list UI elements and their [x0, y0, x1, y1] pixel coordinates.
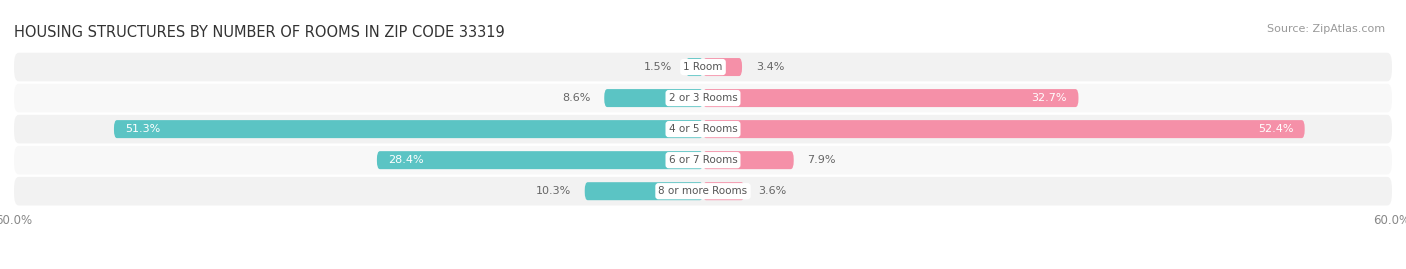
FancyBboxPatch shape	[686, 58, 703, 76]
FancyBboxPatch shape	[703, 89, 1078, 107]
Text: 4 or 5 Rooms: 4 or 5 Rooms	[669, 124, 737, 134]
Text: 52.4%: 52.4%	[1258, 124, 1294, 134]
Text: 3.4%: 3.4%	[756, 62, 785, 72]
FancyBboxPatch shape	[703, 120, 1305, 138]
Text: 2 or 3 Rooms: 2 or 3 Rooms	[669, 93, 737, 103]
Text: 8.6%: 8.6%	[562, 93, 591, 103]
FancyBboxPatch shape	[14, 115, 1392, 143]
FancyBboxPatch shape	[605, 89, 703, 107]
Text: 32.7%: 32.7%	[1032, 93, 1067, 103]
Text: 6 or 7 Rooms: 6 or 7 Rooms	[669, 155, 737, 165]
Text: 3.6%: 3.6%	[758, 186, 786, 196]
Text: 1 Room: 1 Room	[683, 62, 723, 72]
FancyBboxPatch shape	[703, 151, 794, 169]
FancyBboxPatch shape	[377, 151, 703, 169]
Text: 7.9%: 7.9%	[807, 155, 837, 165]
FancyBboxPatch shape	[14, 53, 1392, 81]
FancyBboxPatch shape	[14, 146, 1392, 174]
FancyBboxPatch shape	[703, 58, 742, 76]
Text: HOUSING STRUCTURES BY NUMBER OF ROOMS IN ZIP CODE 33319: HOUSING STRUCTURES BY NUMBER OF ROOMS IN…	[14, 25, 505, 40]
FancyBboxPatch shape	[585, 182, 703, 200]
Text: Source: ZipAtlas.com: Source: ZipAtlas.com	[1267, 24, 1385, 34]
Text: 28.4%: 28.4%	[388, 155, 425, 165]
FancyBboxPatch shape	[703, 182, 744, 200]
Text: 1.5%: 1.5%	[644, 62, 672, 72]
FancyBboxPatch shape	[114, 120, 703, 138]
FancyBboxPatch shape	[14, 84, 1392, 112]
Text: 51.3%: 51.3%	[125, 124, 160, 134]
Text: 8 or more Rooms: 8 or more Rooms	[658, 186, 748, 196]
Text: 10.3%: 10.3%	[536, 186, 571, 196]
FancyBboxPatch shape	[14, 177, 1392, 206]
